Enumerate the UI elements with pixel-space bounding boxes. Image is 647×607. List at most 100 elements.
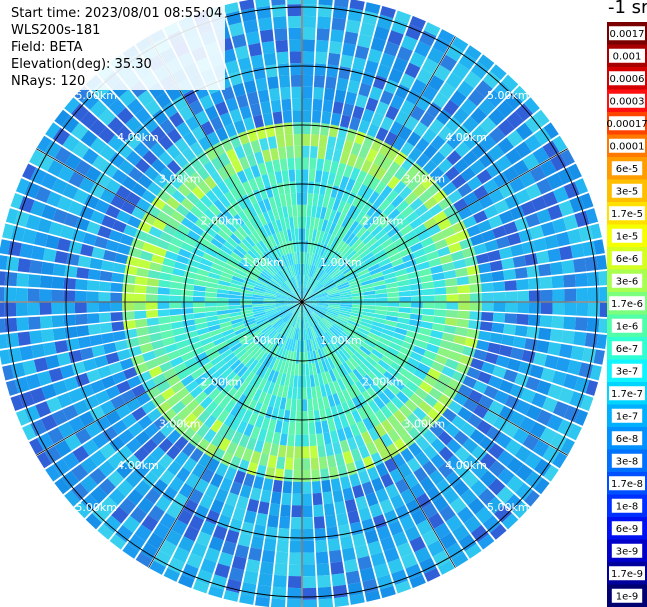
range-gate [392, 378, 405, 391]
range-gate [372, 75, 387, 90]
range-gate [63, 290, 76, 302]
range-gate [303, 289, 311, 300]
range-gate [367, 371, 379, 383]
range-gate [346, 204, 357, 218]
range-gate [458, 52, 477, 70]
range-gate [335, 240, 346, 252]
range-gate [370, 452, 384, 467]
range-gate [236, 406, 247, 421]
range-gate [532, 146, 550, 165]
range-gate [272, 358, 280, 371]
range-gate [419, 210, 433, 223]
range-gate [302, 316, 305, 329]
range-gate [509, 177, 526, 193]
range-gate [134, 524, 152, 542]
range-gate [115, 185, 131, 200]
range-gate [354, 434, 366, 448]
range-gate [371, 225, 383, 237]
range-gate [243, 510, 257, 524]
range-gate [493, 292, 506, 302]
range-gate [444, 278, 458, 287]
range-gate [356, 197, 368, 211]
range-gate [319, 257, 327, 269]
range-gate [332, 441, 342, 455]
range-gate [378, 337, 391, 346]
range-gate [514, 445, 532, 463]
range-gate [582, 347, 597, 363]
range-gate [514, 267, 528, 279]
range-gate [324, 383, 332, 396]
range-gate [166, 217, 181, 230]
range-gate [339, 291, 352, 296]
range-gate [444, 166, 460, 181]
range-gate [178, 483, 194, 499]
range-gate [185, 115, 200, 131]
range-gate [78, 177, 95, 193]
colorbar-tick-label: 0.0001 [610, 141, 645, 152]
colorbar-label-bg [609, 116, 645, 131]
range-gate [75, 428, 92, 445]
range-gate [429, 166, 445, 182]
range-gate [101, 375, 116, 389]
range-gate [271, 317, 282, 326]
range-gate [387, 297, 400, 302]
range-gate [128, 422, 144, 437]
range-gate [524, 115, 543, 134]
range-gate [215, 127, 229, 142]
range-gate [236, 183, 247, 198]
range-gate [80, 111, 98, 129]
range-gate [524, 97, 540, 114]
range-gate [315, 268, 323, 280]
range-gate [458, 206, 473, 220]
colorbar-tick-label: 0.0017 [610, 29, 645, 40]
range-gate [302, 39, 315, 52]
range-gate [229, 108, 243, 123]
range-gate [481, 292, 494, 302]
range-gate [139, 342, 154, 354]
range-gate [471, 125, 488, 142]
range-gate [257, 319, 269, 327]
range-gate [54, 146, 72, 165]
range-gate [168, 175, 183, 190]
colorbar-tick-label: 1.7e-7 [611, 389, 643, 400]
range-gate [330, 355, 339, 368]
range-gate [85, 513, 102, 530]
range-gate [492, 172, 509, 188]
range-gate [342, 361, 353, 374]
range-gate [391, 18, 408, 35]
range-gate [105, 385, 121, 400]
range-gate [512, 336, 527, 349]
range-gate [210, 473, 224, 488]
range-gate [436, 415, 451, 430]
range-gate [351, 180, 362, 195]
range-gate [354, 459, 366, 473]
range-gate [159, 540, 177, 557]
range-gate [300, 304, 302, 317]
range-gate [230, 251, 243, 262]
range-gate [230, 417, 242, 431]
range-gate [105, 204, 121, 219]
range-gate [213, 233, 227, 245]
range-gate [315, 39, 329, 53]
range-gate [85, 422, 102, 438]
range-gate [302, 181, 308, 193]
range-gate [327, 357, 336, 370]
range-gate [375, 127, 389, 142]
range-gate [309, 157, 317, 170]
range-gate [233, 324, 246, 332]
range-gate [439, 54, 458, 72]
range-gate [79, 384, 95, 399]
range-gate [331, 17, 346, 31]
range-gate [395, 580, 411, 594]
range-gate [399, 73, 416, 89]
range-gate [539, 315, 553, 328]
range-gate [52, 458, 70, 477]
range-gate [205, 282, 219, 289]
range-gate [542, 396, 558, 413]
range-gate [368, 241, 381, 252]
range-gate [452, 370, 467, 384]
range-gate [263, 538, 277, 552]
range-gate [445, 72, 463, 90]
range-gate [492, 312, 506, 323]
azimuth-spoke [301, 301, 568, 456]
